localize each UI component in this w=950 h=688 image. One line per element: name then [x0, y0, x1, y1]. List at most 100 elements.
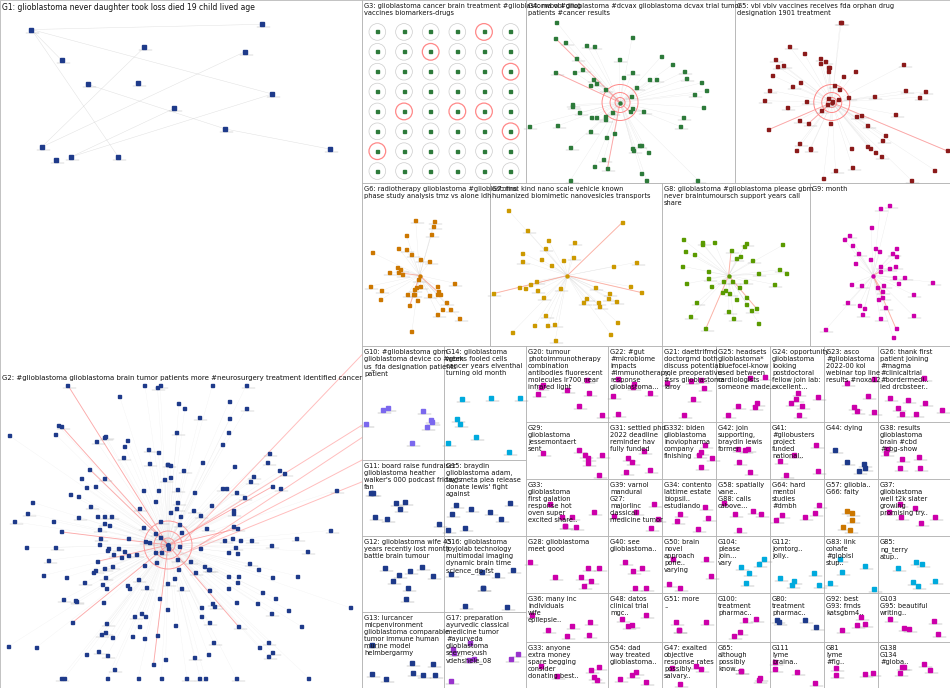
- Bar: [682, 413, 686, 417]
- Bar: [541, 383, 544, 387]
- Bar: [257, 647, 260, 649]
- Bar: [855, 409, 860, 413]
- Bar: [768, 89, 770, 92]
- Bar: [817, 583, 821, 587]
- Bar: [834, 666, 838, 670]
- Bar: [606, 167, 609, 170]
- FancyBboxPatch shape: [608, 536, 662, 593]
- Bar: [300, 625, 303, 628]
- Bar: [126, 554, 129, 557]
- Bar: [705, 89, 708, 92]
- Bar: [893, 276, 896, 279]
- FancyBboxPatch shape: [608, 593, 662, 642]
- Bar: [540, 385, 543, 389]
- Bar: [235, 491, 238, 494]
- Bar: [773, 58, 777, 61]
- Bar: [629, 110, 632, 114]
- Bar: [143, 383, 146, 387]
- Bar: [683, 70, 686, 73]
- Bar: [483, 50, 485, 53]
- Bar: [900, 665, 903, 669]
- Bar: [919, 96, 922, 98]
- FancyBboxPatch shape: [362, 0, 526, 183]
- Bar: [429, 70, 432, 73]
- Bar: [154, 550, 157, 554]
- Bar: [124, 445, 126, 448]
- Bar: [128, 588, 131, 590]
- FancyBboxPatch shape: [878, 479, 950, 536]
- Bar: [631, 460, 635, 464]
- Bar: [630, 623, 634, 627]
- Text: G37:
glioblastoma
well t2k slater
growing
promising try..: G37: glioblastoma well t2k slater growin…: [880, 482, 928, 516]
- Bar: [593, 165, 596, 168]
- Bar: [674, 620, 677, 624]
- Bar: [420, 565, 424, 569]
- Bar: [173, 106, 177, 110]
- Bar: [435, 294, 439, 297]
- Bar: [164, 658, 167, 660]
- Bar: [907, 627, 911, 631]
- FancyBboxPatch shape: [662, 422, 716, 479]
- Text: G54: dad
way treated
glioblastoma..: G54: dad way treated glioblastoma..: [610, 645, 657, 665]
- Bar: [199, 547, 201, 550]
- Bar: [884, 306, 886, 310]
- FancyBboxPatch shape: [770, 346, 824, 422]
- Bar: [143, 540, 147, 544]
- Text: G44: dying: G44: dying: [826, 425, 863, 431]
- Bar: [605, 136, 608, 139]
- Bar: [385, 517, 389, 522]
- Bar: [30, 501, 33, 504]
- Bar: [707, 516, 711, 520]
- Bar: [466, 658, 470, 662]
- Bar: [544, 314, 547, 316]
- Bar: [586, 566, 590, 570]
- Bar: [455, 417, 459, 421]
- Bar: [437, 522, 441, 526]
- Bar: [509, 50, 512, 53]
- Bar: [859, 615, 863, 619]
- Bar: [436, 313, 440, 316]
- Bar: [71, 621, 74, 624]
- FancyBboxPatch shape: [878, 422, 950, 479]
- Bar: [69, 155, 73, 159]
- Bar: [518, 396, 522, 400]
- Bar: [528, 283, 532, 286]
- Text: G5: vbl vblv vaccines receives fda orphan drug
designation 1901 treatment: G5: vbl vblv vaccines receives fda orpha…: [737, 3, 894, 16]
- Bar: [453, 281, 456, 285]
- Bar: [177, 501, 180, 504]
- Bar: [592, 676, 597, 679]
- Bar: [633, 383, 636, 387]
- Bar: [585, 43, 588, 47]
- Bar: [577, 404, 580, 408]
- Text: G10: #glioblastoma gbm
glioblastoma device co #gbm
us_fda designation patients
p: G10: #glioblastoma gbm glioblastoma devi…: [364, 349, 464, 377]
- Bar: [589, 129, 593, 133]
- Bar: [735, 299, 738, 301]
- Bar: [189, 560, 192, 563]
- Bar: [881, 290, 884, 292]
- Bar: [27, 512, 29, 515]
- Bar: [581, 67, 584, 71]
- Bar: [820, 109, 823, 112]
- Bar: [546, 628, 550, 632]
- Text: G50: brain
novel
approach
pone..
varying: G50: brain novel approach pone.. varying: [664, 539, 699, 573]
- Bar: [225, 487, 228, 490]
- FancyBboxPatch shape: [526, 346, 608, 422]
- Bar: [166, 463, 169, 466]
- Bar: [897, 282, 901, 286]
- Bar: [597, 566, 601, 570]
- Bar: [432, 225, 435, 228]
- Bar: [589, 668, 593, 672]
- Bar: [554, 339, 557, 342]
- Bar: [573, 241, 576, 244]
- Bar: [397, 271, 400, 274]
- Bar: [582, 301, 585, 304]
- Bar: [694, 665, 698, 669]
- FancyBboxPatch shape: [878, 642, 950, 688]
- Bar: [565, 389, 569, 392]
- Bar: [579, 575, 582, 579]
- Bar: [65, 576, 67, 579]
- FancyBboxPatch shape: [824, 346, 878, 422]
- Bar: [25, 546, 28, 549]
- Text: G332: biden
glioblastoma
inoviopharma
company
finishing: G332: biden glioblastoma inoviopharma co…: [664, 425, 710, 459]
- Bar: [147, 448, 150, 451]
